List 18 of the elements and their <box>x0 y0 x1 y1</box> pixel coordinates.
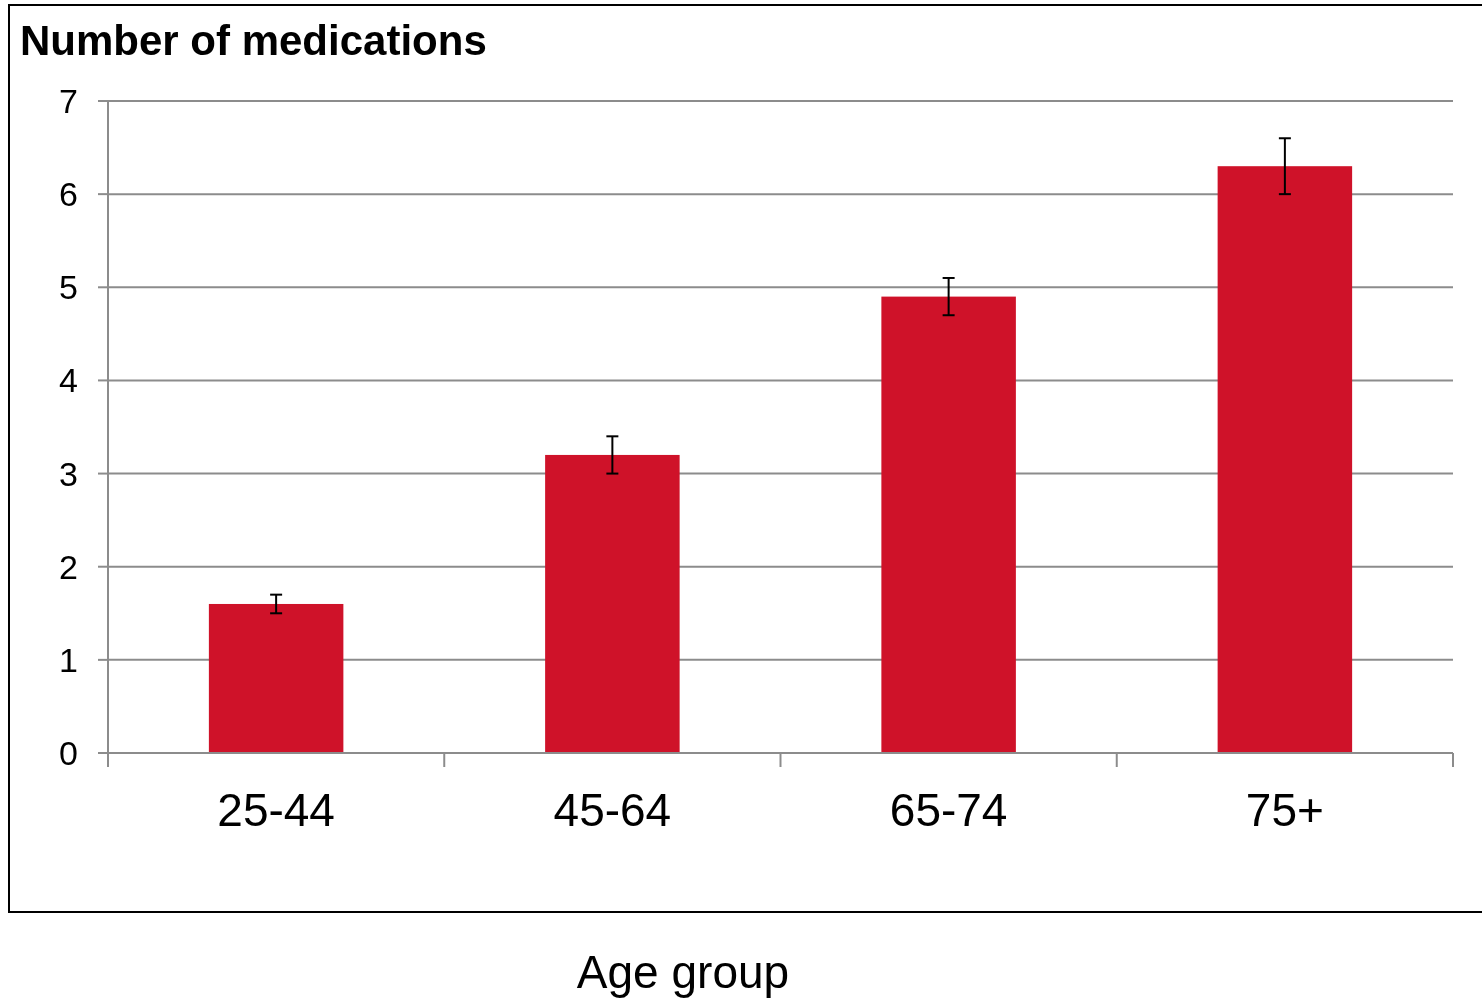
y-tick-label: 4 <box>59 361 78 400</box>
bar <box>881 296 1016 753</box>
y-tick-label: 5 <box>59 268 78 307</box>
y-tick-label: 3 <box>59 454 78 493</box>
y-tick-label: 6 <box>59 175 78 214</box>
y-tick-label: 0 <box>59 734 78 772</box>
x-tick-label: 25-44 <box>217 784 335 836</box>
y-tick-label: 1 <box>59 640 78 679</box>
x-axis-title: Age group <box>576 946 790 998</box>
bar <box>1217 166 1353 753</box>
y-tick-label: 2 <box>59 547 78 586</box>
x-tick-label: 65-74 <box>889 784 1008 836</box>
bar <box>545 454 680 753</box>
x-tick-label: 45-64 <box>553 784 672 836</box>
x-tick-label: 75+ <box>1245 784 1324 836</box>
y-axis-title: Number of medications <box>20 17 487 64</box>
bar <box>208 603 344 753</box>
y-tick-label: 7 <box>59 82 78 120</box>
